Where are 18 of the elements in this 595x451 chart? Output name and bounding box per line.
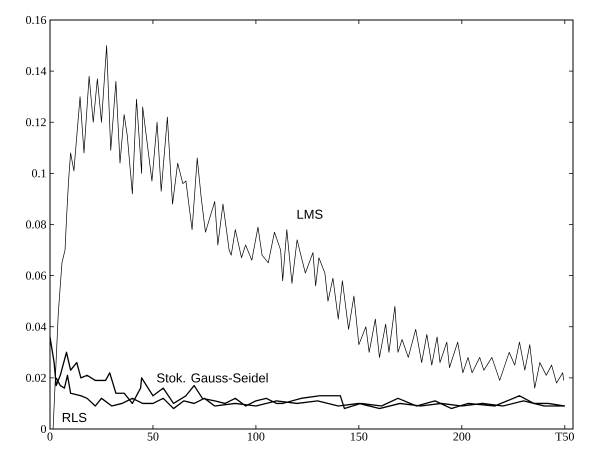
y-tick-label: 0.06 [26, 272, 46, 280]
x-tick-label: 150 [350, 432, 368, 441]
x-tick-label: T50 [555, 432, 574, 441]
series-label: RLS [62, 412, 86, 422]
y-tick-label: 0.16 [26, 16, 46, 24]
y-tick-label: 0.12 [26, 118, 46, 126]
y-tick-label: 0.08 [26, 220, 46, 229]
x-tick-label: 0 [47, 432, 53, 441]
y-tick-label: 0.04 [26, 322, 46, 331]
x-tick-label: 200 [453, 432, 470, 441]
x-tick-label: 50 [148, 432, 158, 441]
series-label: Stok. Gauss-Seidel [157, 373, 268, 383]
y-tick-label: 0.14 [26, 67, 46, 76]
y-tick-label: 0.02 [26, 374, 46, 382]
y-tick-label: 0.1 [32, 169, 46, 178]
x-tick-label: 100 [248, 432, 264, 441]
y-tick-label: 0 [40, 424, 46, 434]
series-label: LMS [298, 210, 323, 219]
